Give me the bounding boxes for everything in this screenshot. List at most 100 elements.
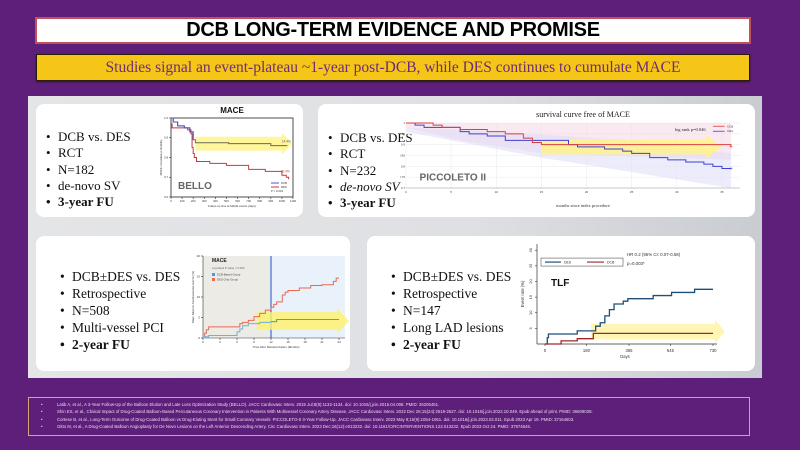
x-tick-label: 20 — [585, 190, 589, 194]
bello-bullets: DCB vs. DES RCT N=182 de-novo SV 3-year … — [46, 129, 131, 211]
reference-list: Latib A, et al., A 3-Year Follow-Up of t… — [37, 401, 749, 430]
bullet: de-novo SV — [46, 178, 131, 195]
x-axis-label: Follow-up time at MACE events (days) — [208, 204, 256, 208]
y-tick-label: 5 — [198, 316, 200, 320]
card-lad: DCB±DES vs. DES Retrospective N=147 Long… — [367, 236, 755, 371]
y-tick-label: 0.9 — [164, 136, 168, 140]
bullet: N=147 — [391, 303, 511, 320]
x-tick-label: 35 — [720, 190, 724, 194]
y-tick-label: 25 — [528, 263, 533, 268]
study-label: PICCOLETO II — [420, 172, 487, 183]
legend-swatch-dcb — [212, 273, 215, 276]
censor-mark-dcb: + — [729, 145, 733, 151]
y-tick-label: 20 — [197, 254, 201, 258]
hazard-ratio-text: HR 0.2 (95% CI: 0.07-0.58) — [627, 252, 681, 257]
p-value-text: p=0.003* — [627, 261, 645, 266]
x-tick-label: 200 — [191, 199, 196, 203]
x-tick-label: 3 — [219, 340, 221, 344]
chart-title: survival curve free of MACE — [536, 110, 630, 119]
plateau-arrow — [591, 319, 725, 344]
bullet: 2-year FU — [60, 337, 180, 354]
bullet: Multi-vessel PCI — [60, 320, 180, 337]
x-tick-label: 6 — [236, 340, 238, 344]
x-tick-label: 365 — [626, 348, 634, 353]
y-tick-label: 30 — [528, 247, 533, 252]
lad-chart: 5 10 15 20 25 30 0 180 365 545 730 Days Event rate (… — [520, 244, 725, 359]
x-tick-label: 12 — [269, 340, 273, 344]
x-tick-label: 100 — [180, 199, 185, 203]
chart-title: TLF — [551, 278, 569, 289]
y-tick-label: 15 — [528, 294, 533, 299]
x-tick-label: 900 — [268, 199, 273, 203]
y-tick-label: 1.0 — [164, 116, 168, 120]
bullet: N=232 — [328, 163, 413, 180]
y-tick-label: 0.8 — [164, 155, 168, 159]
x-tick-label: 15 — [286, 340, 290, 344]
bullet: DCB vs. DES — [328, 130, 413, 147]
bullet: N=182 — [46, 162, 131, 179]
legend-label-dcb: DCB — [281, 181, 287, 185]
card-piccoleto: DCB vs. DES RCT N=232 de-novo SV 3-year … — [318, 104, 755, 217]
x-tick-label: 500 — [224, 199, 229, 203]
y-axis-label: Event rate (%) — [520, 280, 525, 307]
bullet: DCB±DES vs. DES — [391, 269, 511, 286]
reference-item: Cortese B, et al., Long-Term Outcome of … — [37, 416, 749, 423]
x-tick-label: 24 — [337, 340, 341, 344]
series-line-dcb-early — [171, 117, 194, 140]
y-tick-label: 10 — [528, 310, 533, 315]
log-rank-text: log rank p=0.046 — [675, 127, 707, 132]
piccoleto-bullets: DCB vs. DES RCT N=232 de-novo SV 3-year … — [328, 130, 413, 212]
lad-bullets: DCB±DES vs. DES Retrospective N=147 Long… — [391, 269, 511, 353]
x-tick-label: 800 — [257, 199, 262, 203]
log-rank-text: Log-Rank P value = 0.002 — [212, 266, 245, 270]
card-bello: DCB vs. DES RCT N=182 de-novo SV 3-year … — [36, 104, 303, 217]
bullet: Long LAD lesions — [391, 320, 511, 337]
y-tick-label: 0.7 — [401, 186, 406, 190]
legend-label-des: DES — [281, 185, 287, 189]
y-tick-label: 0.8 — [401, 164, 406, 168]
x-tick-label: 545 — [667, 348, 675, 353]
series-line-des-only — [203, 277, 339, 339]
y-tick-label: 0.95 — [400, 132, 405, 136]
legend-swatch-des — [212, 278, 215, 281]
y-tick-label: 0.6 — [164, 195, 168, 199]
reference-item: Gitto M, et al., A Drug-Coated Balloon A… — [37, 423, 749, 430]
title-banner: DCB LONG-TERM EVIDENCE AND PROMISE — [35, 17, 751, 44]
annotation-dcb: 14.4% — [282, 140, 291, 144]
x-tick-label: 0 — [202, 340, 204, 344]
legend-label-dcb: DCB — [727, 124, 733, 128]
bullet: 3-year FU — [46, 194, 131, 211]
subtitle-banner: Studies signal an event-plateau ~1-year … — [36, 54, 750, 81]
x-tick-label: 600 — [235, 199, 240, 203]
legend-label-dcb: DCB-Based Group — [217, 273, 241, 277]
y-tick-label: 0.75 — [400, 175, 405, 179]
y-tick-label: 20 — [528, 279, 533, 284]
y-tick-label: 5 — [528, 326, 533, 329]
x-tick-label: 1100 — [290, 199, 296, 203]
reference-item: Latib A, et al., A 3-Year Follow-Up of t… — [37, 401, 749, 408]
y-tick-label: 10 — [197, 295, 201, 299]
x-tick-label: 21 — [320, 340, 324, 344]
x-tick-label: 400 — [213, 199, 218, 203]
legend-label-des: DES — [727, 129, 733, 133]
bullet: 3-year FU — [328, 195, 413, 212]
series-line-des — [171, 123, 290, 180]
x-tick-label: 0 — [170, 199, 172, 203]
series-line-dcb-based-late — [271, 319, 339, 323]
x-tick-label: 5 — [450, 190, 452, 194]
series-line-des — [545, 288, 713, 345]
chart-title: MACE — [212, 258, 227, 264]
p-value: P = 0.019 — [271, 189, 283, 193]
y-tick-label: 0.85 — [400, 154, 405, 158]
bullet: de-novo SV — [328, 179, 413, 196]
y-tick-label: 0 — [198, 336, 200, 340]
chart-title: MACE — [220, 106, 244, 115]
x-tick-label: 730 — [710, 348, 718, 353]
x-tick-label: 300 — [202, 199, 207, 203]
y-tick-label: 15 — [197, 275, 201, 279]
censor-mark-des: + — [729, 167, 733, 173]
y-tick-label: 1 — [403, 121, 405, 125]
card-multivessel: DCB±DES vs. DES Retrospective N=508 Mult… — [36, 236, 350, 371]
references-box: Latib A, et al., A 3-Year Follow-Up of t… — [28, 397, 750, 436]
legend-label-des: DES — [564, 261, 572, 265]
